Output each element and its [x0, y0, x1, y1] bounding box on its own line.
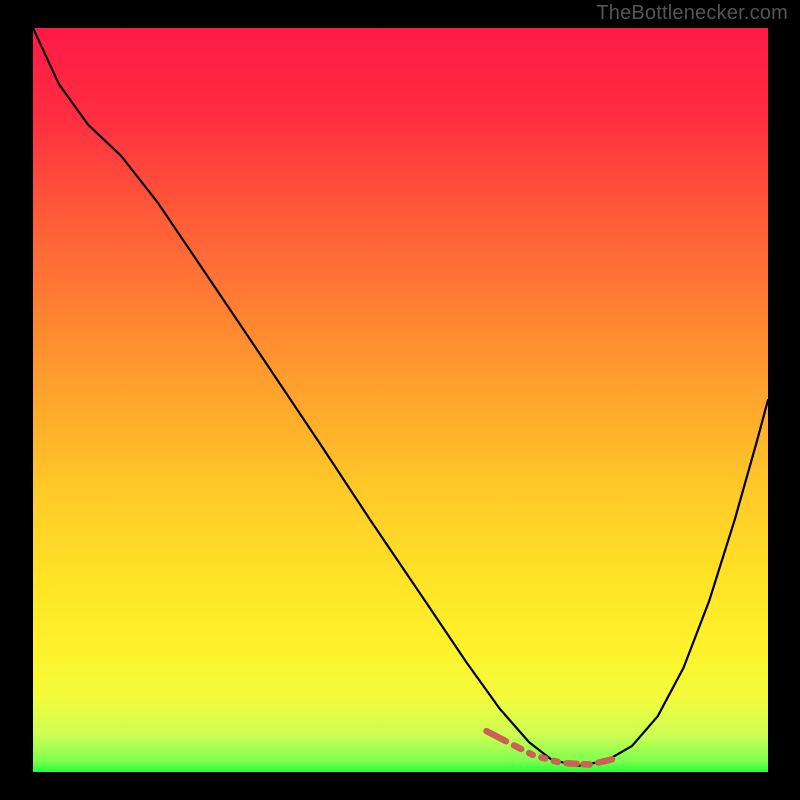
plot-area — [33, 28, 768, 772]
plot-background — [33, 28, 768, 772]
stage: TheBottlenecker.com — [0, 0, 800, 800]
watermark-text: TheBottlenecker.com — [596, 2, 788, 25]
plot-svg — [33, 28, 768, 772]
